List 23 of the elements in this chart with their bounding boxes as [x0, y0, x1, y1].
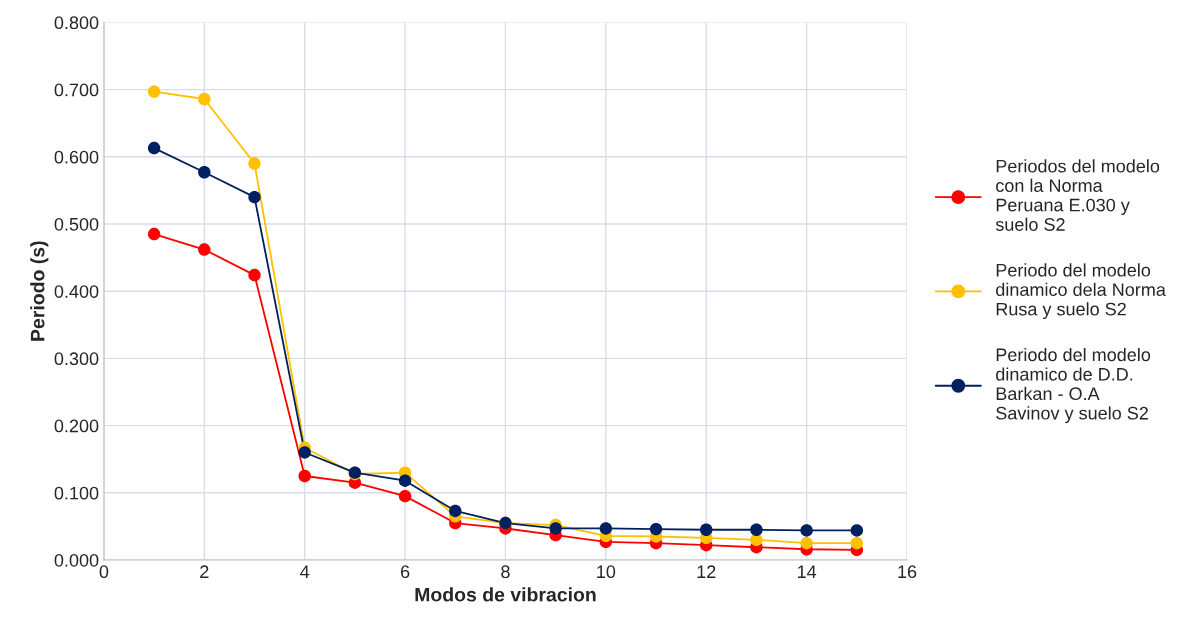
y-tick-label: 0.800 [54, 16, 99, 30]
x-tick-label: 12 [697, 565, 716, 578]
x-axis-title: Modos de vibracion [415, 587, 596, 602]
x-tick-label: 4 [300, 565, 310, 578]
y-tick-label: 0.500 [54, 217, 99, 231]
legend-label: Periodo del modelo dinamico de D.D. Barkan - O.A Savinov y suelo S2 [996, 347, 1151, 424]
y-tick-label: 0.100 [54, 486, 99, 500]
x-tick-label: 2 [200, 565, 209, 578]
y-axis-title: Periodo (s) [30, 241, 49, 341]
x-tick-label: 10 [597, 565, 616, 579]
x-tick-label: 6 [400, 565, 410, 579]
y-tick-label: 0.000 [54, 553, 99, 567]
y-tick-label: 0.400 [54, 285, 99, 298]
y-tick-label: 0.600 [54, 150, 99, 164]
y-tick-label: 0.300 [54, 352, 99, 366]
x-tick-label: 16 [898, 565, 917, 579]
legend-label: Periodo del modelo dinamico dela Norma Rusa y suelo S2 [996, 263, 1166, 320]
y-tick-label: 0.200 [54, 419, 99, 433]
x-tick-label: 8 [501, 565, 510, 579]
x-tick-label: 0 [99, 565, 109, 579]
legend-label: Periodos del modelo con la Norma Peruana E.030 y suelo S2 [995, 159, 1160, 231]
y-tick-label: 0.700 [54, 83, 99, 97]
x-tick-label: 14 [797, 565, 817, 578]
